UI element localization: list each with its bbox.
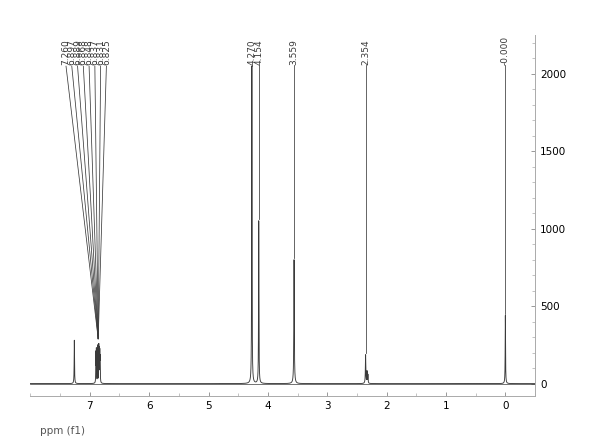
Text: 6.831: 6.831 bbox=[96, 40, 105, 66]
Text: 6.897: 6.897 bbox=[67, 40, 76, 66]
Text: 6.889: 6.889 bbox=[73, 40, 82, 66]
Text: -0.000: -0.000 bbox=[501, 36, 510, 66]
Text: 6.848: 6.848 bbox=[85, 40, 94, 66]
Text: 6.837: 6.837 bbox=[91, 40, 99, 66]
Text: 6.868: 6.868 bbox=[79, 40, 88, 66]
Text: 4.154: 4.154 bbox=[254, 40, 263, 66]
Text: 6.825: 6.825 bbox=[102, 40, 111, 66]
Text: 2.354: 2.354 bbox=[361, 40, 370, 66]
Text: 7.260: 7.260 bbox=[61, 40, 71, 66]
Text: ppm (f1): ppm (f1) bbox=[40, 425, 85, 436]
Text: 4.270: 4.270 bbox=[247, 40, 257, 66]
Text: 3.559: 3.559 bbox=[289, 40, 299, 66]
